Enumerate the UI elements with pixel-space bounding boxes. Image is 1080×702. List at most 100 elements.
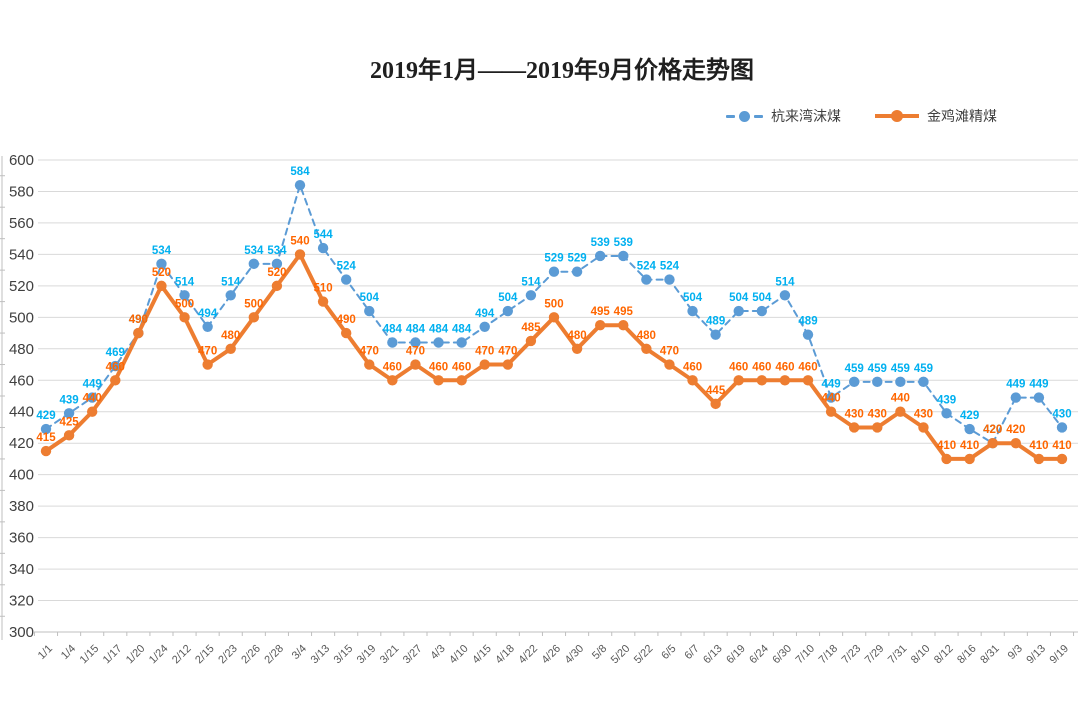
data-point: [456, 337, 467, 348]
x-axis-category-label: 3/13: [309, 643, 333, 667]
x-axis-category-label: 8/10: [909, 643, 933, 667]
chart-legend: 杭来湾沫煤 金鸡滩精煤: [726, 106, 997, 126]
y-axis-tick-label: 420: [9, 435, 34, 452]
x-axis-category-label: 6/5: [659, 643, 678, 662]
y-axis-tick-label: 380: [9, 498, 34, 515]
data-point-label: 484: [383, 324, 403, 336]
data-point-label: 484: [429, 324, 449, 336]
data-point: [918, 376, 929, 388]
y-axis-tick-label: 540: [9, 246, 34, 263]
data-point: [156, 280, 167, 292]
data-point-label: 534: [244, 245, 264, 257]
data-point-label: 495: [614, 306, 634, 318]
data-point-label: 480: [567, 330, 586, 342]
data-point: [941, 408, 952, 419]
data-point: [294, 249, 306, 260]
data-point-label: 500: [244, 298, 263, 310]
data-point: [225, 290, 236, 301]
x-axis-category-label: 2/15: [193, 643, 217, 667]
data-point: [872, 422, 883, 433]
data-point-label: 415: [36, 432, 56, 444]
data-point: [248, 312, 260, 323]
data-point-label: 429: [36, 410, 55, 422]
data-point-label: 439: [59, 394, 78, 406]
x-axis-category-label: 2/23: [216, 643, 240, 667]
data-point: [294, 179, 306, 191]
data-point: [364, 359, 375, 370]
x-axis-category-label: 1/20: [124, 643, 148, 667]
data-point-label: 460: [106, 361, 125, 373]
x-axis-category-label: 1/24: [147, 643, 171, 667]
data-point: [848, 376, 860, 388]
y-axis-tick-label: 600: [9, 152, 34, 169]
data-point: [364, 305, 375, 317]
x-axis-category-label: 7/31: [886, 643, 910, 667]
data-point-label: 470: [475, 346, 494, 358]
x-axis-category-label: 7/23: [840, 643, 864, 667]
x-axis-category-label: 3/21: [378, 643, 402, 667]
x-axis-category-label: 5/20: [609, 643, 633, 667]
data-point: [964, 423, 975, 435]
data-point: [1010, 392, 1022, 403]
y-axis-tick-label: 440: [9, 404, 34, 421]
data-point-label: 420: [983, 424, 1002, 436]
data-point-label: 440: [821, 393, 840, 405]
data-point-label: 420: [983, 424, 1002, 436]
data-point: [110, 360, 121, 372]
data-point-label: 460: [452, 361, 471, 373]
x-axis-category-label: 3/4: [290, 643, 309, 662]
data-point: [479, 359, 490, 370]
data-point: [86, 406, 98, 417]
data-point: [895, 406, 906, 417]
x-axis-category-label: 1/17: [101, 643, 125, 667]
data-point: [733, 305, 744, 317]
data-point-label: 439: [937, 394, 956, 406]
x-axis-category-label: 4/18: [493, 643, 517, 667]
data-point-label: 514: [175, 276, 195, 288]
data-point: [340, 274, 352, 285]
data-point-label: 459: [868, 363, 887, 375]
y-axis-tick-label: 400: [9, 467, 34, 484]
x-axis-category-label: 9/3: [1006, 643, 1025, 662]
data-point-label: 449: [1029, 379, 1048, 391]
data-point-label: 514: [775, 276, 795, 288]
y-axis-tick-label: 300: [9, 624, 34, 641]
data-point: [179, 290, 190, 301]
legend-item-hanglaiwan: 杭来湾沫煤: [726, 106, 841, 126]
data-point-label: 485: [521, 322, 541, 334]
y-axis-tick-label: 320: [9, 593, 34, 610]
data-point-label: 449: [1006, 379, 1025, 391]
x-axis-category-label: 8/16: [955, 643, 979, 667]
data-point-label: 524: [637, 261, 657, 273]
data-point: [410, 359, 421, 370]
x-axis-category-label: 6/30: [770, 643, 794, 667]
data-point: [756, 375, 768, 386]
data-point: [664, 359, 675, 370]
data-point: [1033, 453, 1045, 465]
data-point: [456, 375, 467, 386]
data-point: [271, 258, 283, 270]
data-point-label: 429: [960, 410, 979, 422]
data-point-label: 529: [544, 253, 563, 265]
data-point: [63, 430, 75, 441]
data-point-label: 460: [683, 361, 702, 373]
x-axis-category-label: 6/13: [701, 643, 725, 667]
y-axis-tick-label: 520: [9, 278, 34, 295]
y-axis-tick-label: 580: [9, 183, 34, 200]
data-point: [825, 392, 837, 403]
x-axis-category-label: 4/30: [563, 643, 587, 667]
solid-dot-line-marker-icon: [875, 110, 919, 122]
x-axis-category-label: 3/27: [401, 643, 425, 667]
y-axis-tick-label: 560: [9, 215, 34, 232]
data-point-label: 524: [337, 261, 357, 273]
data-point: [710, 329, 721, 340]
data-point: [1056, 453, 1068, 465]
data-point: [340, 327, 352, 339]
data-point-label: 484: [452, 324, 472, 336]
data-point: [387, 337, 398, 348]
data-point: [802, 329, 814, 340]
data-point: [202, 359, 213, 370]
data-point-label: 514: [221, 276, 241, 288]
data-point-label: 500: [544, 298, 563, 310]
